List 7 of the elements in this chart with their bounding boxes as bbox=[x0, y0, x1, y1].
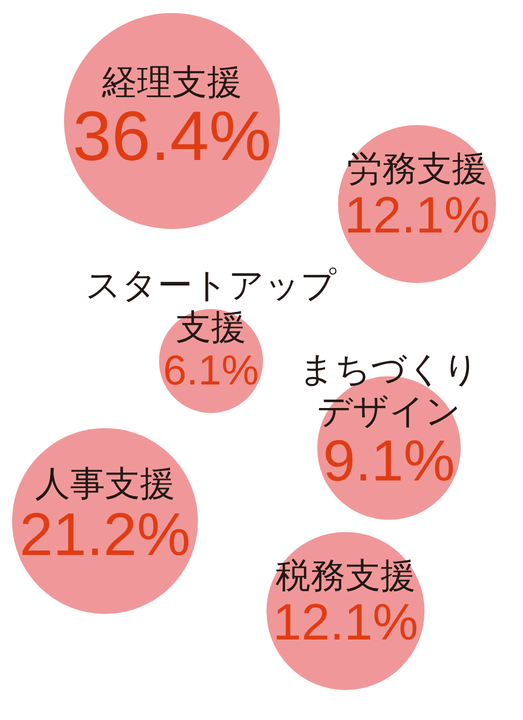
category-label: 経理支援 bbox=[101, 63, 242, 104]
category-label: 労務支援 bbox=[347, 149, 487, 190]
category-label: スタートアップ支援 bbox=[86, 266, 336, 348]
data-label: 12.1% bbox=[272, 594, 418, 651]
data-label: 12.1% bbox=[344, 186, 490, 244]
data-label: 6.1% bbox=[163, 346, 259, 394]
category-label: 税務支援 bbox=[276, 556, 416, 596]
